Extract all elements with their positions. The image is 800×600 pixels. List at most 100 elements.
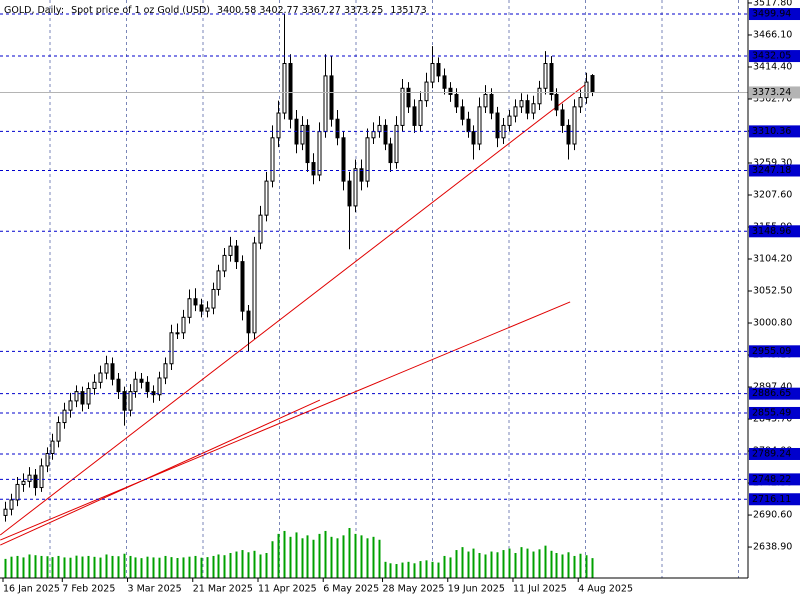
level-label-box [749, 86, 800, 99]
candle-body [175, 332, 180, 335]
candle-body [193, 298, 198, 306]
candle-body [145, 381, 150, 393]
candle-body [383, 124, 388, 145]
candle-body [139, 378, 144, 383]
candle-body [258, 214, 263, 244]
trend-line [0, 84, 586, 536]
candle-body [406, 87, 411, 108]
candle-body [305, 124, 310, 164]
candle-body [116, 378, 121, 393]
candle-body [128, 391, 133, 411]
level-label: 3148.96 [752, 226, 791, 237]
level-label-box [749, 406, 800, 419]
candle-body [335, 118, 340, 139]
candle-body [27, 474, 32, 482]
candle-body [92, 381, 97, 390]
level-label-box [749, 387, 800, 400]
candle-body [68, 400, 73, 411]
candle-body [240, 261, 245, 312]
plot [0, 13, 748, 578]
level-label: 2716.11 [752, 494, 791, 505]
level-label: 2748.22 [752, 474, 791, 485]
last-close: 3373.25 [344, 5, 383, 16]
candle-body [317, 131, 322, 176]
y-tick-label: 3414.40 [753, 61, 792, 72]
candle-body [371, 131, 376, 139]
candle-body [454, 93, 459, 108]
candle-body [216, 270, 221, 290]
candle-body [341, 137, 346, 182]
y-tick-label: 2897.40 [753, 382, 792, 393]
candle-body [471, 131, 476, 145]
candle-body [412, 106, 417, 126]
x-tick-label: 28 May 2025 [383, 584, 445, 595]
candle-body [157, 377, 162, 396]
level-label-box [749, 50, 800, 63]
candle-body [9, 499, 14, 510]
candle-body [74, 391, 79, 402]
x-tick-label: 11 Jul 2025 [513, 584, 567, 595]
y-tick-label: 3052.50 [753, 286, 792, 297]
candle-body [80, 391, 85, 405]
candle-body [264, 180, 269, 216]
level-label-box [749, 473, 800, 486]
candle-body [436, 63, 441, 77]
level-label: 3373.24 [752, 87, 791, 98]
candle-body [424, 81, 429, 102]
candle-body [537, 87, 542, 105]
candle-body [430, 63, 435, 83]
candle-body [560, 109, 565, 126]
candle-body [252, 242, 257, 334]
candle-body [104, 363, 109, 374]
candle-body [282, 63, 287, 114]
level-label-box [749, 225, 800, 238]
candle-body [347, 180, 352, 207]
candle-body [50, 440, 55, 455]
candle-body [388, 143, 393, 164]
candle-body [311, 162, 316, 176]
candle-body [300, 124, 305, 145]
level-label-box [749, 447, 800, 460]
candle-body [228, 245, 233, 256]
candle-body [477, 106, 482, 145]
level-label-box [749, 125, 800, 138]
candle-body [466, 118, 471, 133]
candle-body [394, 124, 399, 164]
x-tick-label: 21 Mar 2025 [193, 584, 253, 595]
candle-body [549, 63, 554, 95]
candle-body [460, 106, 465, 120]
candle-body [554, 93, 559, 111]
y-tick-label: 2845.70 [753, 414, 792, 425]
candle-body [181, 316, 186, 334]
last-volume: 135173 [390, 5, 426, 16]
candle-body [543, 63, 548, 89]
candle-body [56, 422, 61, 442]
candle-body [442, 75, 447, 89]
candle-body [15, 483, 20, 501]
level-label: 3432.05 [752, 51, 791, 62]
candle-body [531, 103, 536, 114]
trend-line [0, 301, 571, 541]
candle-body [448, 87, 453, 95]
candle-body [418, 100, 423, 126]
candle-body [377, 124, 382, 133]
level-label-box [749, 345, 800, 358]
candle-body [122, 391, 127, 411]
header: GOLD, Daily: Spot price of 1 oz Gold (US… [4, 5, 427, 16]
candle-body [169, 332, 174, 365]
candle-body [222, 254, 227, 272]
grid [49, 0, 739, 578]
candle-body [205, 307, 210, 312]
level-label: 3310.36 [752, 126, 791, 137]
last-low: 3367.27 [302, 5, 341, 16]
y-tick-label: 2638.90 [753, 542, 792, 553]
candle-body [151, 391, 156, 396]
candle-body [234, 245, 239, 263]
level-label: 2886.65 [752, 388, 791, 399]
candle-body [359, 168, 364, 182]
y-tick-label: 3362.70 [753, 93, 792, 104]
candle-body [187, 298, 192, 318]
candle-body [211, 288, 216, 309]
